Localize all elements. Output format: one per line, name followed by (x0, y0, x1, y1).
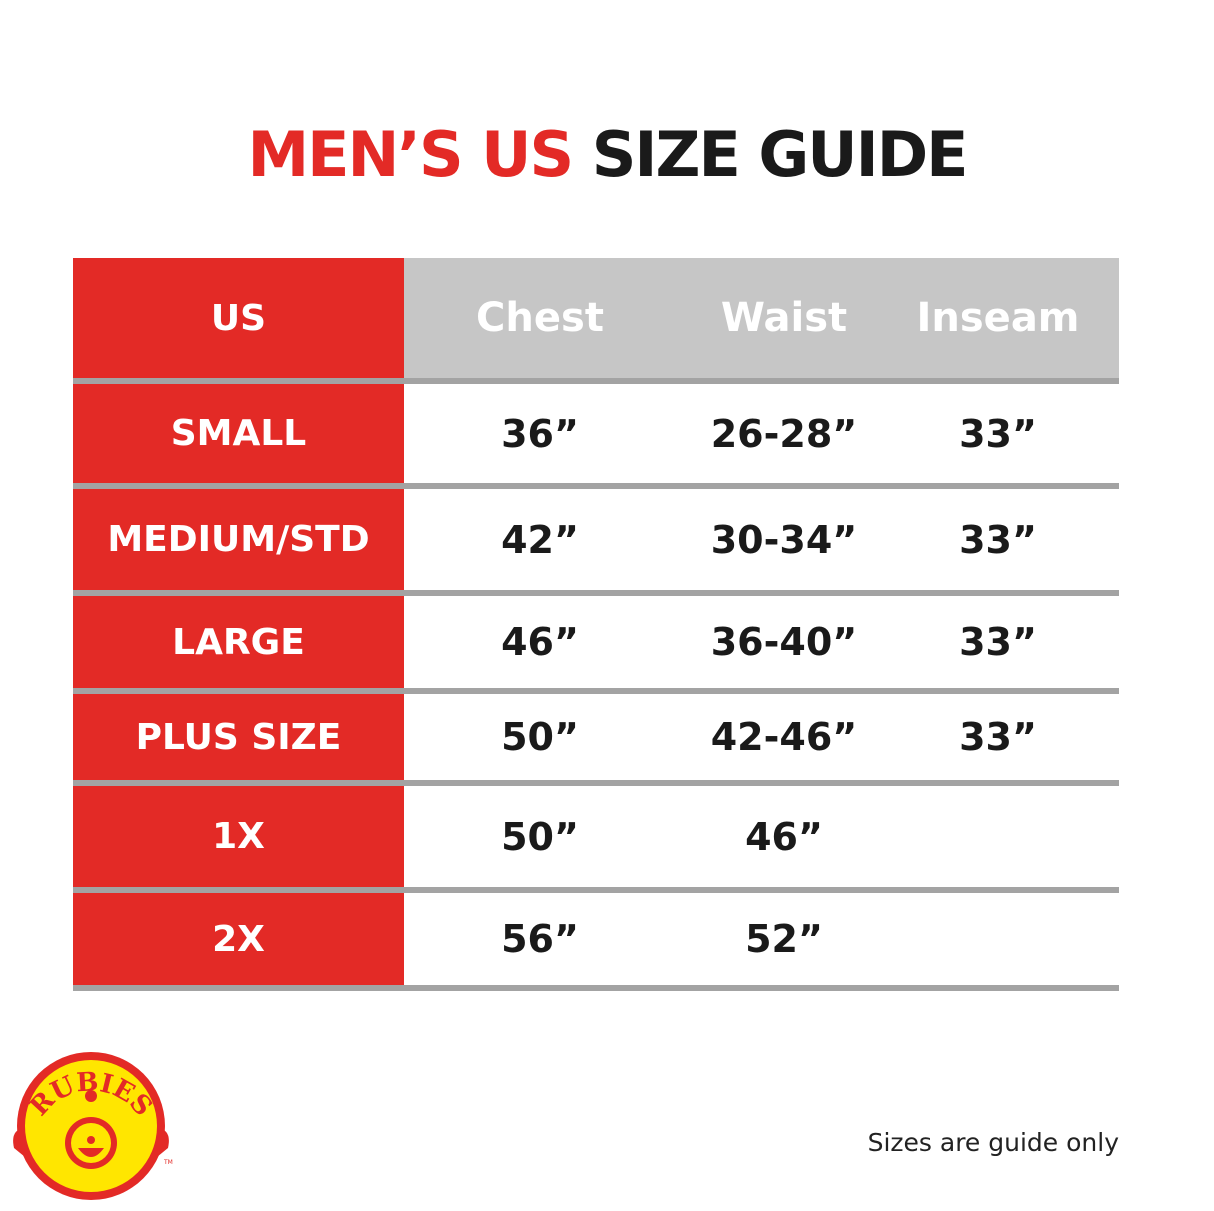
table-row: SMALL 36” 26-28” 33” (73, 384, 1119, 483)
table-row: LARGE 46” 36-40” 33” (73, 596, 1119, 688)
table-row: 2X 56” 52” (73, 893, 1119, 985)
waist-value: 52” (745, 917, 823, 961)
waist-value: 36-40” (710, 620, 858, 664)
chest-value: 50” (501, 814, 579, 859)
page-title: MEN’S US SIZE GUIDE (0, 118, 1214, 191)
title-red: MEN’S US (247, 118, 574, 191)
inseam-value: 33” (959, 517, 1037, 562)
chest-value: 50” (501, 715, 579, 759)
inseam-value: 33” (959, 620, 1037, 664)
header-chest: Chest (476, 295, 604, 341)
row-divider (73, 780, 1119, 786)
waist-value: 46” (745, 814, 823, 859)
chest-value: 46” (501, 620, 579, 664)
table-header: US Chest Waist Inseam (73, 258, 1119, 378)
row-divider (73, 378, 1119, 384)
row-divider (73, 483, 1119, 489)
header-us: US (73, 258, 404, 378)
table-row: PLUS SIZE 50” 42-46” 33” (73, 694, 1119, 780)
disclaimer-note: Sizes are guide only (867, 1128, 1119, 1157)
header-inseam: Inseam (916, 295, 1080, 341)
chest-value: 42” (501, 517, 579, 562)
row-divider (73, 985, 1119, 991)
header-waist: Waist (720, 295, 848, 341)
row-divider (73, 590, 1119, 596)
rubies-logo: RUBIES TM (13, 1052, 173, 1200)
chest-value: 36” (501, 411, 579, 456)
size-label: LARGE (73, 596, 404, 688)
table-row: 1X 50” 46” (73, 786, 1119, 887)
table-row: MEDIUM/STD 42” 30-34” 33” (73, 489, 1119, 590)
row-divider (73, 887, 1119, 893)
size-table: US Chest Waist Inseam SMALL 36” 26-28” 3… (73, 258, 1119, 991)
row-divider (73, 688, 1119, 694)
size-label: MEDIUM/STD (73, 489, 404, 590)
inseam-value (898, 786, 1098, 887)
size-label: 2X (73, 893, 404, 985)
inseam-value: 33” (959, 411, 1037, 456)
inseam-value (898, 893, 1098, 985)
title-black: SIZE GUIDE (591, 118, 969, 191)
size-label: PLUS SIZE (73, 694, 404, 780)
waist-value: 26-28” (710, 411, 858, 456)
logo-tm: TM (163, 1159, 173, 1166)
size-label: SMALL (73, 384, 404, 483)
inseam-value: 33” (959, 715, 1037, 759)
waist-value: 30-34” (710, 517, 858, 562)
chest-value: 56” (501, 917, 579, 961)
size-label: 1X (73, 786, 404, 887)
waist-value: 42-46” (710, 715, 858, 759)
